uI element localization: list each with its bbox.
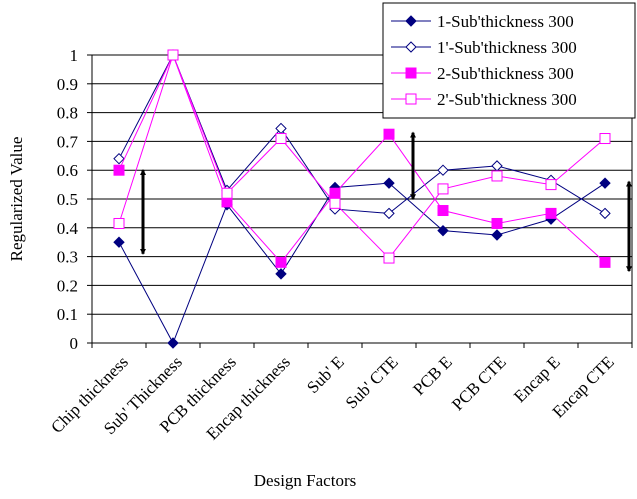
x-axis-label: Design Factors — [254, 471, 356, 490]
y-tick-label: 0.1 — [57, 305, 78, 324]
data-point — [491, 229, 503, 241]
y-tick-label: 0.6 — [57, 161, 78, 180]
legend-marker — [405, 93, 417, 105]
data-point — [491, 217, 503, 229]
legend-label: 1-Sub'thickness 300 — [437, 12, 574, 31]
data-point — [437, 205, 449, 217]
y-tick-label: 0.4 — [57, 219, 79, 238]
data-point — [275, 268, 287, 280]
data-point — [113, 236, 125, 248]
data-point — [329, 187, 341, 199]
series-1 — [113, 177, 611, 349]
data-point — [113, 152, 125, 165]
x-tick-label: PCB CTE — [448, 352, 510, 414]
series-line — [118, 53, 606, 264]
data-point — [383, 207, 395, 220]
series-line — [118, 53, 606, 259]
y-tick-label: 0.7 — [57, 132, 79, 151]
x-tick-label: Sub' E — [303, 352, 348, 397]
data-point — [437, 224, 449, 237]
y-tick-label: 0.8 — [57, 104, 78, 123]
data-point — [437, 164, 449, 176]
y-tick-label: 0 — [70, 334, 79, 353]
x-tick-label: Encap E — [510, 352, 564, 406]
data-point — [599, 207, 611, 220]
data-point — [383, 128, 395, 140]
data-point — [383, 177, 395, 189]
y-tick-label: 1 — [70, 46, 79, 65]
y-tick-label: 0.5 — [57, 190, 78, 209]
data-point — [545, 179, 557, 191]
legend-entry: 2'-Sub'thickness 300 — [391, 90, 577, 109]
data-point — [545, 207, 557, 219]
data-point — [491, 170, 503, 182]
series-group — [113, 49, 611, 349]
annotations — [140, 131, 632, 273]
data-point — [491, 160, 503, 172]
y-axis-label: Regularized Value — [7, 137, 26, 262]
y-tick-label: 0.2 — [57, 276, 78, 295]
legend-label: 1'-Sub'thickness 300 — [437, 38, 577, 57]
data-point — [113, 164, 125, 176]
y-axis: 0 0.1 0.2 0.3 0.4 0.5 0.6 0.7 0.8 0.9 1 — [57, 46, 92, 353]
x-tick-label: Sub' CTE — [342, 352, 402, 412]
y-tick-label: 0.3 — [57, 248, 78, 267]
data-point — [275, 256, 287, 268]
data-point — [599, 133, 611, 145]
y-tick-label: 0.9 — [57, 75, 78, 94]
legend-label: 2-Sub'thickness 300 — [437, 64, 574, 83]
series-line — [118, 182, 606, 345]
data-point — [167, 337, 179, 349]
data-point — [221, 187, 233, 199]
data-point — [167, 49, 179, 61]
series-4 — [113, 49, 611, 264]
legend-marker — [405, 41, 417, 53]
data-point — [383, 252, 395, 264]
legend-entry: 2-Sub'thickness 300 — [391, 64, 574, 83]
data-point — [599, 177, 611, 189]
legend-marker — [405, 67, 417, 79]
data-point — [275, 133, 287, 145]
legend-marker — [405, 15, 417, 27]
data-point — [329, 197, 341, 209]
series-line — [118, 53, 606, 214]
data-point — [437, 183, 449, 195]
data-point — [599, 256, 611, 268]
legend-entry: 1'-Sub'thickness 300 — [391, 38, 577, 57]
x-tick-label: PCB E — [409, 352, 456, 399]
legend: 1-Sub'thickness 300 1'-Sub'thickness 300 2… — [382, 2, 636, 119]
legend-label: 2'-Sub'thickness 300 — [437, 90, 577, 109]
data-point — [113, 217, 125, 229]
legend-entry: 1-Sub'thickness 300 — [391, 12, 574, 31]
